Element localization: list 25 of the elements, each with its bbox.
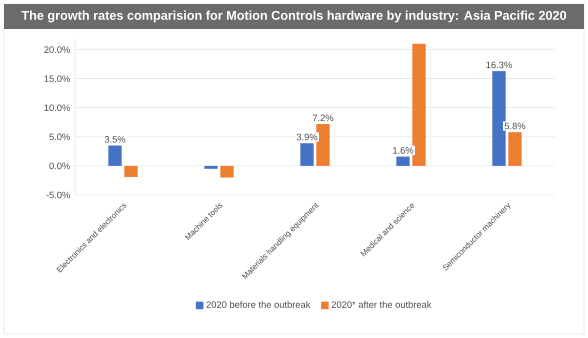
bar [108,146,122,166]
bar [204,166,218,169]
data-label: 5.8% [504,122,526,130]
bar [412,44,426,166]
y-tick-label: -5.0% [46,192,70,198]
data-label: 7.2% [312,114,334,122]
bar [396,156,410,166]
bar [492,71,506,166]
bar [300,143,314,166]
chart-title: The growth rates comparision for Motion Controls hardware by industry: Asia Pacific 2020 [22,10,566,22]
bar [220,166,234,178]
y-tick-label: 0.0% [49,162,70,170]
legend-label: 2020 before the outbreak [206,301,310,308]
data-label: 16.3% [486,62,512,68]
data-label: 3.9% [296,134,318,140]
legend-label: 2020* after the outbreak [332,301,432,308]
y-tick-label: 15.0% [44,75,70,82]
y-tick-label: 20.0% [44,46,70,53]
data-label: 3.5% [104,136,126,143]
y-tick-label: 10.0% [44,104,70,112]
bar [124,166,138,177]
bar [316,124,330,166]
data-label: 1.6% [393,147,414,154]
y-tick-label: 5.0% [49,134,70,140]
bar [508,132,522,166]
